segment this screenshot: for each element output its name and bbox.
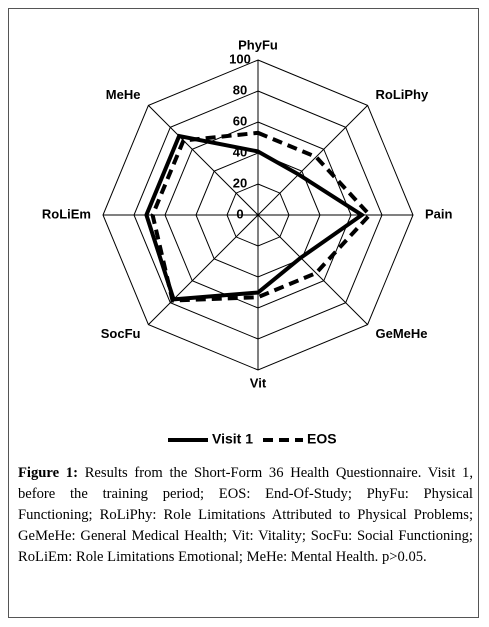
legend-label: EOS bbox=[307, 431, 337, 447]
caption: Figure 1: Results from the Short-Form 36… bbox=[18, 463, 473, 568]
caption-text: Results from the Short-Form 36 Health Qu… bbox=[18, 465, 473, 565]
category-label: Vit bbox=[250, 375, 267, 390]
series-polygon bbox=[144, 133, 366, 302]
r-tick-label: 20 bbox=[233, 175, 247, 190]
r-tick-label: 40 bbox=[233, 144, 247, 159]
category-label: MeHe bbox=[106, 87, 141, 102]
r-tick-label: 0 bbox=[236, 206, 243, 221]
legend-label: Visit 1 bbox=[212, 431, 253, 447]
r-tick-label: 80 bbox=[233, 82, 247, 97]
series-polygon bbox=[150, 130, 373, 303]
caption-label: Figure 1: bbox=[18, 465, 78, 481]
category-label: Pain bbox=[425, 206, 453, 221]
spoke bbox=[148, 214, 259, 325]
category-label: RoLiEm bbox=[42, 206, 91, 221]
category-label: RoLiPhy bbox=[376, 87, 429, 102]
spoke bbox=[257, 214, 368, 325]
spoke bbox=[148, 105, 259, 216]
category-label: SocFu bbox=[101, 326, 141, 341]
r-tick-label: 100 bbox=[229, 51, 251, 66]
figure-frame bbox=[8, 8, 479, 618]
category-label: PhyFu bbox=[238, 37, 278, 52]
chart: PhyFu RoLiPhy Pain GeMeHe Vit SocFu RoLiEm MeHe… bbox=[42, 37, 453, 447]
r-tick-label: 60 bbox=[233, 113, 247, 128]
spoke bbox=[257, 105, 368, 216]
category-label: GeMeHe bbox=[376, 326, 428, 341]
